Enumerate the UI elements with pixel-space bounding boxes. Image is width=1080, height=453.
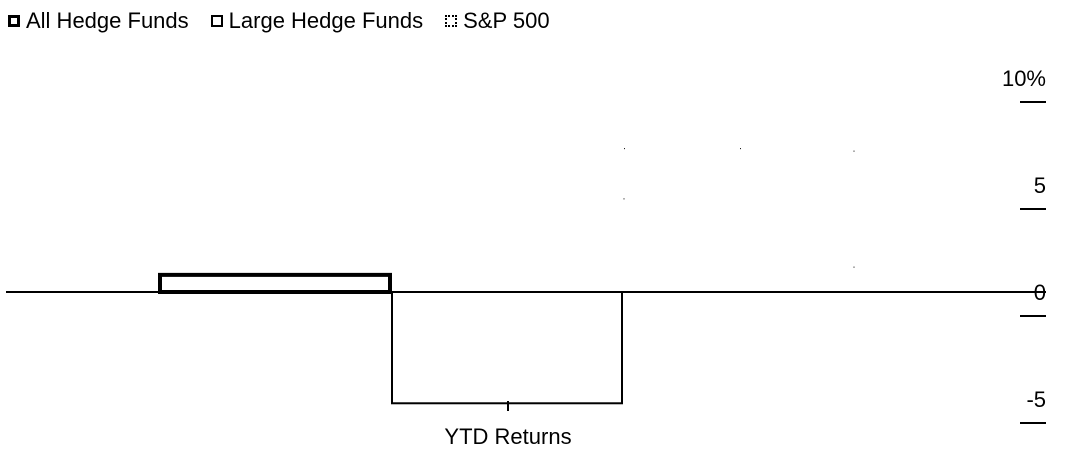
legend-item-all-hedge-funds: All Hedge Funds [8, 8, 189, 34]
y-tick-label: 10% [1002, 66, 1046, 91]
legend-label-all-hedge-funds: All Hedge Funds [26, 8, 189, 33]
y-tick-label: -5 [1026, 387, 1046, 412]
legend-swatch-sp500 [445, 15, 458, 27]
legend-swatch-all-hedge-funds [8, 15, 20, 27]
bar-all-hedge-funds [158, 272, 392, 295]
legend-swatch-large-hedge-funds [210, 15, 223, 27]
chart-legend: All Hedge Funds Large Hedge Funds S&P 50… [8, 8, 550, 34]
legend-label-sp500: S&P 500 [463, 8, 550, 33]
x-tick-label: YTD Returns [444, 424, 571, 449]
legend-item-large-hedge-funds: Large Hedge Funds [210, 8, 424, 34]
bar-large-hedge-funds [391, 291, 623, 405]
legend-item-sp500: S&P 500 [445, 8, 550, 34]
y-tick-label: 5 [1034, 173, 1046, 198]
bar-sp-500 [623, 148, 855, 293]
legend-label-large-hedge-funds: Large Hedge Funds [228, 8, 424, 33]
